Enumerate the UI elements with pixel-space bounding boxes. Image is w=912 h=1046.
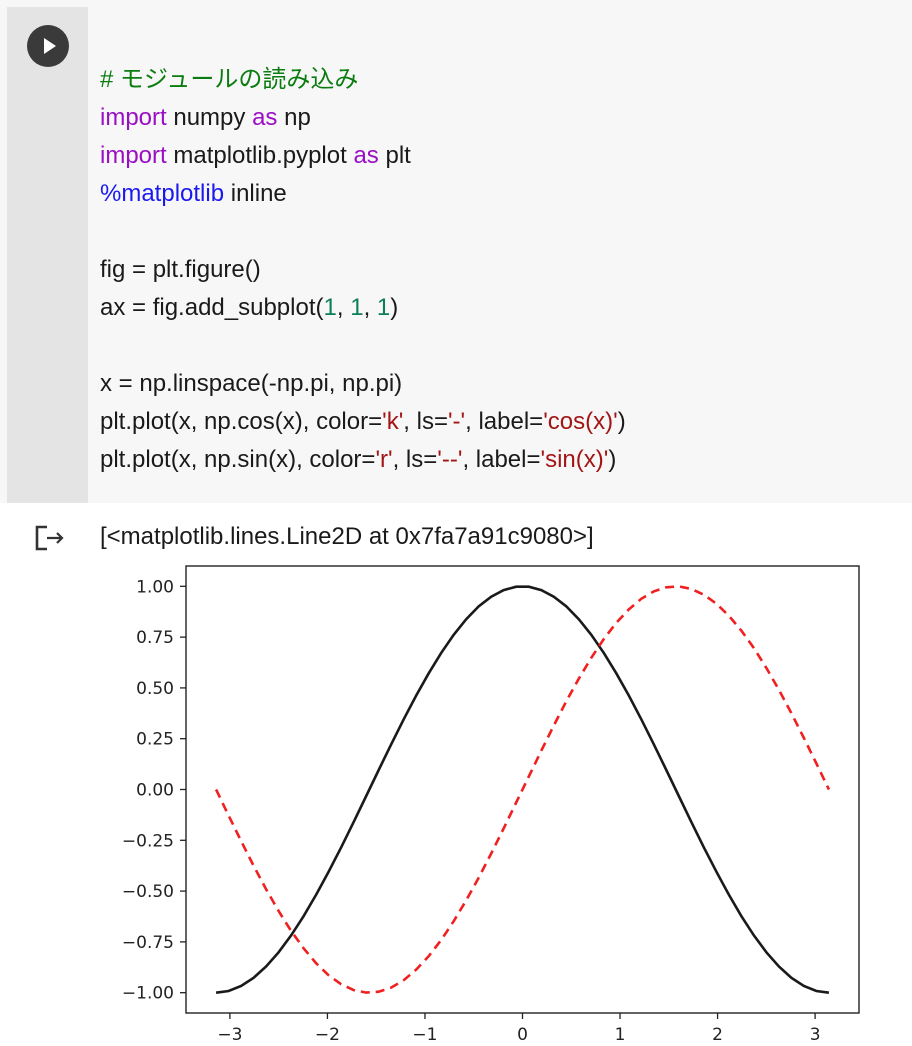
code-line — [100, 213, 900, 251]
code-editor[interactable]: # モジュールの読み込み import numpy as np import mat… — [100, 61, 900, 479]
code-token: , — [336, 294, 351, 321]
code-token: ax = fig.add_subplot( — [100, 294, 324, 321]
code-cell[interactable]: # モジュールの読み込み import numpy as np import mat… — [0, 0, 912, 503]
cell-gutter — [7, 7, 88, 503]
y-tick-label: −0.75 — [122, 933, 174, 953]
x-tick-label: −3 — [217, 1025, 242, 1045]
code-line: import numpy as np — [100, 99, 900, 137]
y-tick-label: 0.25 — [136, 730, 174, 750]
output-text: [<matplotlib.lines.Line2D at 0x7fa7a91c9… — [100, 523, 594, 550]
y-tick-label: 0.50 — [136, 679, 174, 699]
code-token: '--' — [437, 446, 463, 473]
code-token: fig = plt.figure() — [100, 256, 261, 283]
y-tick-label: 0.75 — [136, 628, 174, 648]
code-line — [100, 327, 900, 365]
y-tick-label: −0.25 — [122, 831, 174, 851]
code-token: '-' — [447, 408, 466, 435]
code-token: import — [100, 142, 167, 169]
y-tick-label: 0.00 — [136, 781, 174, 801]
code-line: fig = plt.figure() — [100, 251, 900, 289]
code-line: plt.plot(x, np.cos(x), color='k', ls='-'… — [100, 403, 900, 441]
code-token: matplotlib.pyplot — [166, 142, 354, 169]
code-token: 1 — [376, 294, 391, 321]
code-token: 1 — [350, 294, 364, 321]
code-token: , ls= — [403, 408, 448, 435]
code-line: # モジュールの読み込み — [100, 61, 900, 99]
code-line: import matplotlib.pyplot as plt — [100, 137, 900, 175]
y-tick-label: 1.00 — [136, 577, 174, 597]
code-token: 'r' — [375, 446, 393, 473]
output-redirect-icon — [35, 525, 64, 551]
code-token: # モジュールの読み込み — [100, 66, 359, 93]
code-token: 'cos(x)' — [543, 408, 618, 435]
y-tick-label: −1.00 — [122, 984, 174, 1004]
x-tick-label: −1 — [412, 1025, 437, 1045]
code-token: numpy — [166, 104, 253, 131]
code-token: import — [100, 104, 167, 131]
x-tick-label: 1 — [615, 1025, 626, 1045]
plot-figure: 1.00 0.75 0.50 0.25 0.00 −0.25 −0.50 −0.75 −1.00… — [122, 565, 860, 1045]
y-tick-label: −0.50 — [122, 882, 174, 902]
cos-series-line — [215, 585, 830, 994]
code-token: , ls= — [392, 446, 438, 473]
code-token: 1 — [323, 294, 337, 321]
code-token: , label= — [462, 446, 541, 473]
code-line: ax = fig.add_subplot(1, 1, 1) — [100, 289, 900, 327]
code-token: ) — [617, 408, 626, 435]
run-cell-button[interactable] — [27, 25, 69, 67]
code-token: as — [353, 142, 379, 169]
sin-series-line — [214, 585, 831, 994]
x-tick-label: 0 — [517, 1025, 528, 1045]
code-line: x = np.linspace(-np.pi, np.pi) — [100, 365, 900, 403]
code-token: x = np.linspace(-np.pi, np.pi) — [100, 370, 403, 397]
code-line: plt.plot(x, np.sin(x), color='r', ls='--… — [100, 441, 900, 479]
code-token: , label= — [465, 408, 544, 435]
code-token: , — [363, 294, 377, 321]
code-token: ) — [608, 446, 617, 473]
code-token: ) — [390, 294, 399, 321]
code-token: inline — [224, 180, 287, 207]
x-tick-label: −2 — [315, 1025, 340, 1045]
code-token: np — [277, 104, 311, 131]
x-tick-label: 2 — [712, 1025, 723, 1045]
code-token: %matplotlib — [100, 180, 225, 207]
code-line: %matplotlib inline — [100, 175, 900, 213]
code-token: plt.plot(x, np.sin(x), color= — [100, 446, 376, 473]
code-token: 'k' — [382, 408, 404, 435]
x-tick-label: 3 — [810, 1025, 821, 1045]
code-token: plt — [378, 142, 411, 169]
code-token: 'sin(x)' — [540, 446, 609, 473]
code-token: as — [252, 104, 278, 131]
code-token: plt.plot(x, np.cos(x), color= — [100, 408, 383, 435]
